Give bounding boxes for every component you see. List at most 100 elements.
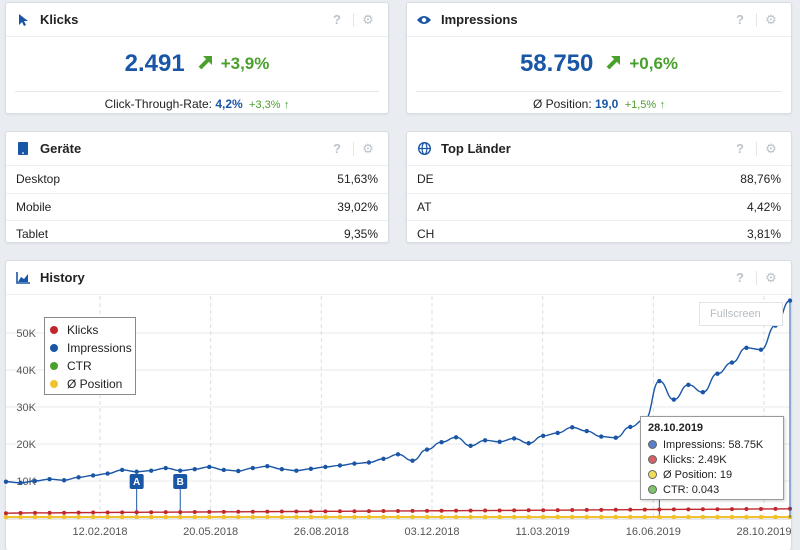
position-point [119,514,125,520]
position-point [686,514,691,520]
position-point [177,514,183,520]
x-tick-label: 11.03.2019 [516,526,570,538]
position-point [308,514,314,520]
position-point [540,514,546,520]
impressions-point [236,468,241,474]
ctr-label: Click-Through-Rate: [104,97,212,111]
legend-label: CTR [67,359,92,373]
klicks-point [265,509,270,514]
klicks-point [105,510,110,515]
klicks-point [149,510,154,515]
impressions-point [105,471,110,476]
country-label: CH [417,226,435,241]
impressions-point [599,434,604,439]
gear-icon[interactable]: ⚙ [362,11,374,27]
gear-icon[interactable]: ⚙ [765,269,777,285]
klicks-point [555,508,560,513]
x-tick-label: 20.05.2018 [183,526,238,538]
klicks-point [657,507,662,512]
position-point [453,514,459,520]
tooltip-row: Klicks: 2.49K [648,452,783,467]
impressions-point [686,382,691,387]
position-point [642,514,648,520]
impressions-point [453,435,459,440]
impressions-point [18,480,23,486]
position-point [134,514,139,520]
impressions-point [337,463,343,468]
divider [15,91,379,92]
country-label: DE [407,166,554,194]
position-point [744,514,749,520]
position-point [758,514,764,520]
impressions-point [178,468,183,473]
table-row: AT 4,42% [407,193,791,221]
tooltip-dot [648,455,657,464]
position-point [279,514,285,520]
device-label: Mobile [6,193,203,221]
position-point [90,514,96,520]
legend-item-position[interactable]: Ø Position [50,375,135,393]
help-icon[interactable]: ? [333,12,341,27]
impressions-point [410,458,415,463]
klicks-point [352,509,357,514]
tooltip-row: Ø Position: 19 [648,467,783,482]
impressions-point [279,466,285,472]
impressions-point [657,378,662,384]
klicks-point [744,507,749,512]
ctr-summary: Click-Through-Rate: 4,2% +3,3% ↑ [6,92,388,111]
globe-icon [417,142,431,156]
countries-header: Top Länder ? ⚙ [407,132,791,166]
impressions-point [119,467,125,473]
impressions-widget: Impressions ? ⚙ 58.750 +0,6% Ø Position:… [406,2,792,114]
tooltip-dot [648,470,657,479]
divider [353,12,354,27]
impressions-point [468,443,473,449]
gear-icon[interactable]: ⚙ [765,140,777,156]
chart-tooltip: 28.10.2019 Impressions: 58.75K Klicks: 2… [640,416,784,500]
legend-item-ctr[interactable]: CTR [50,357,135,375]
klicks-point [178,510,183,515]
klicks-point [410,508,415,513]
eye-icon [417,13,431,27]
position-point [76,514,81,520]
x-tick-label: 16.06.2019 [626,526,681,538]
legend-label: Impressions [67,341,132,355]
position-point [235,514,241,520]
position-point [671,514,677,520]
devices-widget: Geräte ? ⚙ Desktop 51,63% Mobile 39,02% Ta… [5,131,389,243]
help-icon[interactable]: ? [736,12,744,27]
klicks-point [483,508,488,513]
impressions-point [395,452,401,457]
impressions-point [250,465,256,471]
legend-item-klicks[interactable]: Klicks [50,321,135,339]
impressions-point [613,435,618,440]
gear-icon[interactable]: ⚙ [765,11,777,27]
position-point [497,514,502,520]
legend-item-impressions[interactable]: Impressions [50,339,135,357]
help-icon[interactable]: ? [736,270,744,285]
klicks-point [192,510,197,515]
fullscreen-button[interactable]: Fullscreen [699,302,783,326]
impressions-point [715,371,720,376]
tooltip-label: Ø Position: 19 [663,468,733,481]
klicks-title: Klicks [40,12,79,27]
help-icon[interactable]: ? [333,141,341,156]
impressions-point [366,460,372,465]
klicks-point [758,506,763,511]
gear-icon[interactable]: ⚙ [362,140,374,156]
position-point [526,514,531,520]
impressions-point [47,476,52,482]
help-icon[interactable]: ? [736,141,744,156]
klicks-point [599,507,604,512]
klicks-point [4,511,8,516]
position-point [598,514,604,520]
devices-title: Geräte [40,141,82,156]
impressions-point [207,464,212,470]
y-tick-label: 50K [16,328,36,340]
position-point [715,514,720,520]
klicks-point [47,510,52,515]
legend-dot [50,326,58,334]
tooltip-label: Impressions: 58.75K [663,438,764,451]
divider [756,141,757,156]
